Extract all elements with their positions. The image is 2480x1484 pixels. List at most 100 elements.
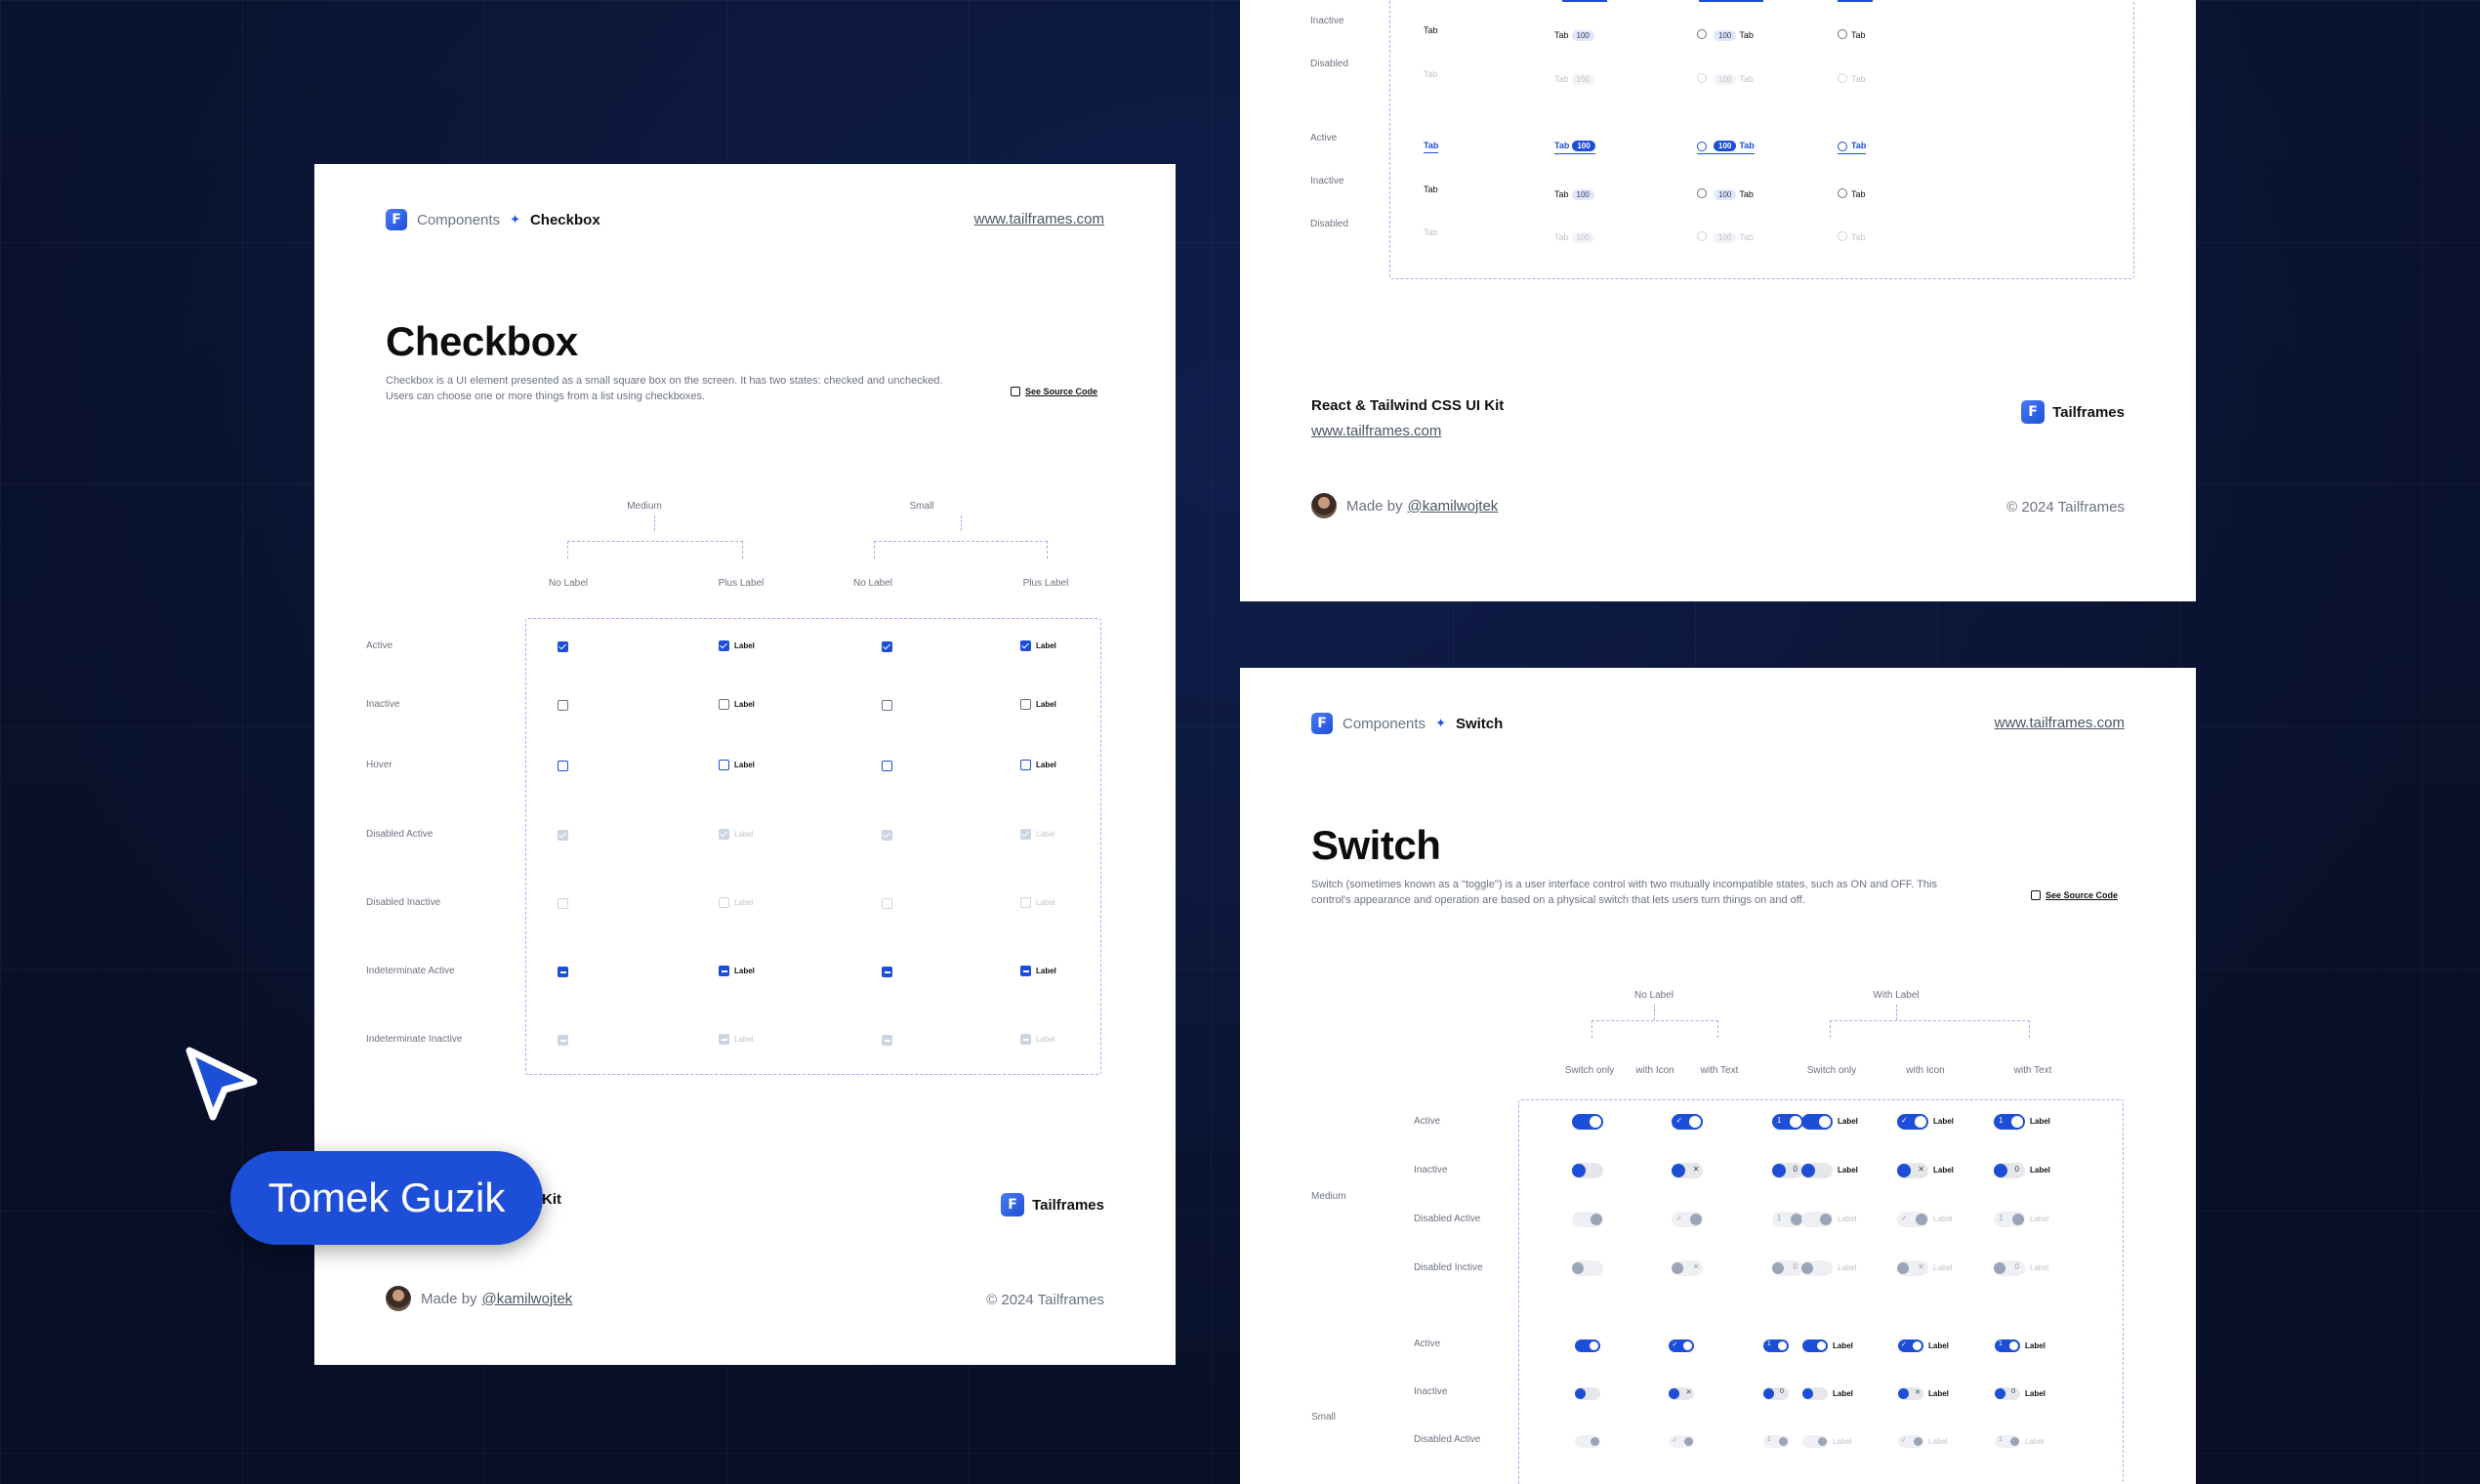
row-label: Disabled Active [1414, 1434, 1481, 1445]
switch-off-with-icon: ✕ [1897, 1162, 1928, 1178]
checkbox-with-label[interactable]: Label [719, 963, 755, 980]
switch-label: Label [1838, 1166, 1858, 1175]
checkbox-checked[interactable] [882, 641, 893, 653]
checkbox-hover[interactable] [558, 761, 568, 772]
switch-label: Label [1933, 1117, 1954, 1127]
switch-with-label[interactable]: Label [1801, 1162, 1858, 1179]
switch-with-label[interactable]: 0 Label [1995, 1385, 2046, 1403]
bracket-stem [961, 515, 962, 531]
github-icon [1011, 387, 1020, 396]
switch-row-small-disabled-active: ✓ 1 Label ✓ Label 1 Label [1240, 1433, 2196, 1451]
switch-off-with-icon[interactable]: ✕ [1669, 1387, 1695, 1401]
row-label: Inactive [366, 699, 400, 710]
switch-on-with-icon[interactable]: ✓ [1672, 1113, 1704, 1130]
switch-on-with-text[interactable]: 1 [1771, 1113, 1803, 1130]
row-label: Disabled [1310, 59, 1348, 69]
count-pill: 100 [1571, 74, 1594, 85]
switch-off[interactable] [1575, 1387, 1600, 1401]
tab-item-radio[interactable]: Tab [1838, 25, 1866, 43]
switch-off-with-icon[interactable]: ✕ [1672, 1162, 1704, 1178]
source-link-label: See Source Code [2046, 890, 2119, 900]
switch-with-label[interactable]: 1 Label [1995, 1338, 2046, 1355]
tab-item-radio-count[interactable]: 100 Tab [1697, 25, 1754, 43]
site-link[interactable]: www.tailframes.com [973, 211, 1104, 227]
switch-label: Label [2025, 1341, 2046, 1351]
checkbox-label: Label [1036, 967, 1056, 976]
switch-with-label[interactable]: ✓ Label [1897, 1113, 1954, 1131]
switch-with-label[interactable]: Label [1802, 1385, 1853, 1403]
switch-with-label[interactable]: Label [1802, 1338, 1853, 1355]
checkbox-row-disabled-active: Label Label [314, 827, 1176, 845]
checkbox-indeterminate[interactable] [558, 967, 568, 978]
row-label: Disabled Inctive [1414, 1262, 1483, 1273]
switch-with-label[interactable]: Label [1801, 1113, 1858, 1131]
row-label: Disabled Inactive [366, 897, 441, 908]
breadcrumb-parent[interactable]: Components [417, 211, 501, 228]
switch-text: 1 [1766, 1340, 1771, 1348]
checkbox-unchecked[interactable] [882, 700, 893, 712]
tab-item-radio: Tab [1838, 69, 1866, 87]
group-label-no-label: No Label [1633, 990, 1674, 1001]
switch-with-label[interactable]: ✕ Label [1898, 1385, 1949, 1403]
switch-with-label[interactable]: 0 Label [1994, 1162, 2050, 1179]
checkbox-with-label[interactable]: Label [1020, 757, 1056, 774]
footer-brand[interactable]: F Tailframes [1001, 1193, 1104, 1216]
tab-item-with-count[interactable]: Tab 100 [1554, 185, 1594, 202]
checkbox-checked[interactable] [558, 641, 568, 653]
row-label: Disabled [1310, 219, 1348, 229]
checkbox-with-label[interactable]: Label [719, 638, 755, 655]
tab-item-radio-count: 100 Tab [1697, 69, 1754, 87]
checkbox-with-label[interactable]: Label [1020, 963, 1056, 980]
switch-on[interactable] [1575, 1340, 1600, 1353]
switch-off[interactable] [1572, 1162, 1603, 1178]
column-label: with Icon [1635, 1065, 1674, 1076]
row-label: Inactive [1414, 1386, 1448, 1397]
switch-text: 0 [1780, 1388, 1784, 1396]
checkbox-indeterminate[interactable] [882, 967, 893, 978]
see-source-code-link[interactable]: See Source Code [1011, 387, 1097, 396]
tab-item-radio-count-active[interactable]: 100 Tab [1697, 141, 1755, 154]
switch-with-label[interactable]: ✓ Label [1898, 1338, 1949, 1355]
switch-with-label[interactable]: ✕ Label [1897, 1162, 1954, 1179]
author-link[interactable]: @kamilwojtek [1408, 498, 1499, 515]
checkbox-unchecked [1020, 699, 1031, 711]
switch-text: 1 [1776, 1115, 1782, 1125]
see-source-code-link[interactable]: See Source Code [2031, 890, 2118, 900]
footer-brand[interactable]: F Tailframes [2021, 400, 2125, 424]
tab-item-radio-count[interactable]: 100 Tab [1697, 185, 1754, 202]
row-label: Active [1414, 1339, 1441, 1349]
checkbox-unchecked[interactable] [558, 700, 568, 712]
checkbox-with-label[interactable]: Label [719, 757, 755, 774]
tab-item-active[interactable]: Tab [1424, 141, 1439, 153]
switch-with-label[interactable]: 1 Label [1994, 1113, 2050, 1131]
avatar [386, 1286, 411, 1311]
tab-item-radio[interactable]: Tab [1838, 185, 1866, 202]
tab-item-with-count[interactable]: Tab 100 [1554, 25, 1594, 43]
switch-text: 1 [1999, 1213, 2004, 1222]
checkbox-hover[interactable] [882, 761, 893, 772]
footer-url-link[interactable]: www.tailframes.com [1311, 423, 1442, 439]
switch-row-medium-inactive: ✕ 0 Label ✕ Label 0 Label [1240, 1162, 2196, 1179]
switch-disabled-off [1572, 1259, 1603, 1276]
switch-on-with-icon[interactable]: ✓ [1669, 1340, 1695, 1353]
checkbox-label: Label [734, 641, 755, 651]
switch-text: 1 [1776, 1213, 1782, 1222]
tab-item-radio-active[interactable]: Tab [1838, 141, 1867, 154]
switch-off-with-text[interactable]: 0 [1762, 1387, 1789, 1401]
row-label: Active [1310, 133, 1338, 144]
switch-text: 0 [2014, 1261, 2019, 1271]
switch-off-with-text[interactable]: 0 [1771, 1162, 1803, 1178]
checkbox-with-label[interactable]: Label [1020, 696, 1056, 714]
checkbox-with-label[interactable]: Label [719, 696, 755, 714]
author-link[interactable]: @kamilwojtek [482, 1291, 573, 1307]
checkbox-with-label[interactable]: Label [1020, 638, 1056, 655]
breadcrumb-parent[interactable]: Components [1343, 715, 1426, 732]
switch-on[interactable] [1572, 1113, 1603, 1130]
check-icon: ✓ [1901, 1115, 1908, 1125]
tab-item-with-count-active[interactable]: Tab 100 [1554, 141, 1595, 154]
site-link[interactable]: www.tailframes.com [1994, 715, 2125, 731]
tab-item[interactable]: Tab [1424, 185, 1438, 194]
tab-item[interactable]: Tab [1424, 25, 1438, 35]
switch-on-with-text[interactable]: 1 [1762, 1340, 1789, 1353]
checkbox-label: Label [734, 898, 754, 908]
